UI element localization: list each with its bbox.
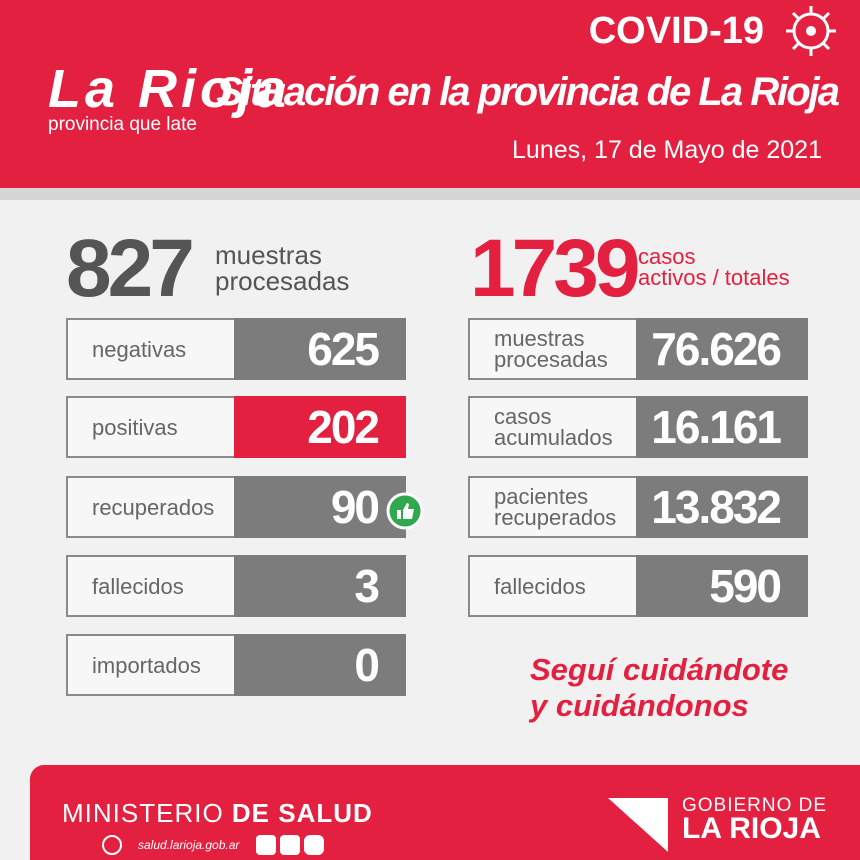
- label-line: procesadas: [494, 347, 608, 372]
- slogan: provincia que late: [48, 114, 197, 135]
- stat-value: 0: [234, 634, 406, 696]
- government: GOBIERNO DE: [682, 795, 828, 816]
- label-line: fallecidos: [494, 573, 586, 599]
- virus-icon: [786, 6, 836, 56]
- stat-value: 16.161: [636, 396, 808, 458]
- label-line: casos: [638, 244, 696, 269]
- title: COVID-19: [588, 10, 764, 52]
- label-line: casos: [494, 404, 552, 429]
- stat-label: positivas: [66, 396, 258, 458]
- message: Seguí cuidándote y cuidándonos: [530, 652, 788, 724]
- label-line: recuperados: [494, 505, 617, 530]
- header-band: [0, 0, 860, 188]
- label-line: y cuidándonos: [530, 688, 749, 723]
- label-line: activos / totales: [638, 265, 790, 290]
- stat-row: negativas 625: [66, 318, 406, 380]
- label-line: importados: [92, 652, 201, 678]
- stat-label: fallecidos: [468, 555, 660, 617]
- stat-value: 90: [234, 476, 406, 538]
- daily-label: muestras procesadas: [215, 242, 349, 294]
- label-line: procesadas: [215, 266, 350, 296]
- stat-row: fallecidos 3: [66, 555, 406, 617]
- government-logo: [608, 798, 668, 852]
- label-line: fallecidos: [92, 573, 184, 599]
- thumbs-up-icon: [386, 492, 424, 530]
- ministry-line: MINISTERIO: [62, 798, 224, 828]
- daily-total: 827: [66, 223, 195, 314]
- label-line: Seguí cuidándote: [530, 652, 789, 687]
- stat-row: positivas 202: [66, 396, 406, 458]
- totals-label: casos activos / totales: [638, 244, 790, 290]
- stat-label: negativas: [66, 318, 258, 380]
- stat-label: pacientes recuperados: [468, 476, 660, 538]
- stat-label: fallecidos: [66, 555, 258, 617]
- ministry-line: DE SALUD: [231, 798, 373, 828]
- stat-value: 625: [234, 318, 406, 380]
- logo: La Rioja: [48, 59, 291, 119]
- label-line: negativas: [92, 336, 187, 362]
- stat-label: muestras procesadas: [468, 318, 660, 380]
- label-line: positivas: [92, 414, 178, 440]
- stat-row: importados 0: [66, 634, 406, 696]
- stat-row: pacientes recuperados 13.832: [468, 476, 808, 538]
- date: Lunes, 17 de Mayo de 2021: [512, 136, 822, 164]
- label-line: recuperados: [92, 494, 215, 520]
- stat-label: casos acumulados: [468, 396, 660, 458]
- stat-value: 202: [234, 396, 406, 458]
- label-line: pacientes: [494, 484, 589, 509]
- stat-value: 590: [636, 555, 808, 617]
- social-icons: [102, 835, 324, 855]
- label-line: acumulados: [494, 425, 613, 450]
- header-rule: [0, 188, 860, 200]
- government: LA RIOJA: [682, 812, 821, 845]
- label-line: muestras: [215, 240, 322, 270]
- stat-row: muestras procesadas 76.626: [468, 318, 808, 380]
- stat-value: 3: [234, 555, 406, 617]
- stat-row: recuperados 90: [66, 476, 406, 538]
- totals-total: 1739: [470, 223, 640, 314]
- subtitle: Situación en la provincia de La Rioja: [216, 70, 840, 114]
- stat-value: 13.832: [636, 476, 808, 538]
- footer-band: [30, 765, 860, 860]
- label-line: muestras: [494, 326, 585, 351]
- stat-value: 76.626: [636, 318, 808, 380]
- stat-row: fallecidos 590: [468, 555, 808, 617]
- website: salud.larioja.gob.ar: [138, 838, 240, 852]
- stat-label: recuperados: [66, 476, 258, 538]
- stat-row: casos acumulados 16.161: [468, 396, 808, 458]
- ministry: MINISTERIO DE SALUD: [62, 798, 373, 829]
- stat-label: importados: [66, 634, 258, 696]
